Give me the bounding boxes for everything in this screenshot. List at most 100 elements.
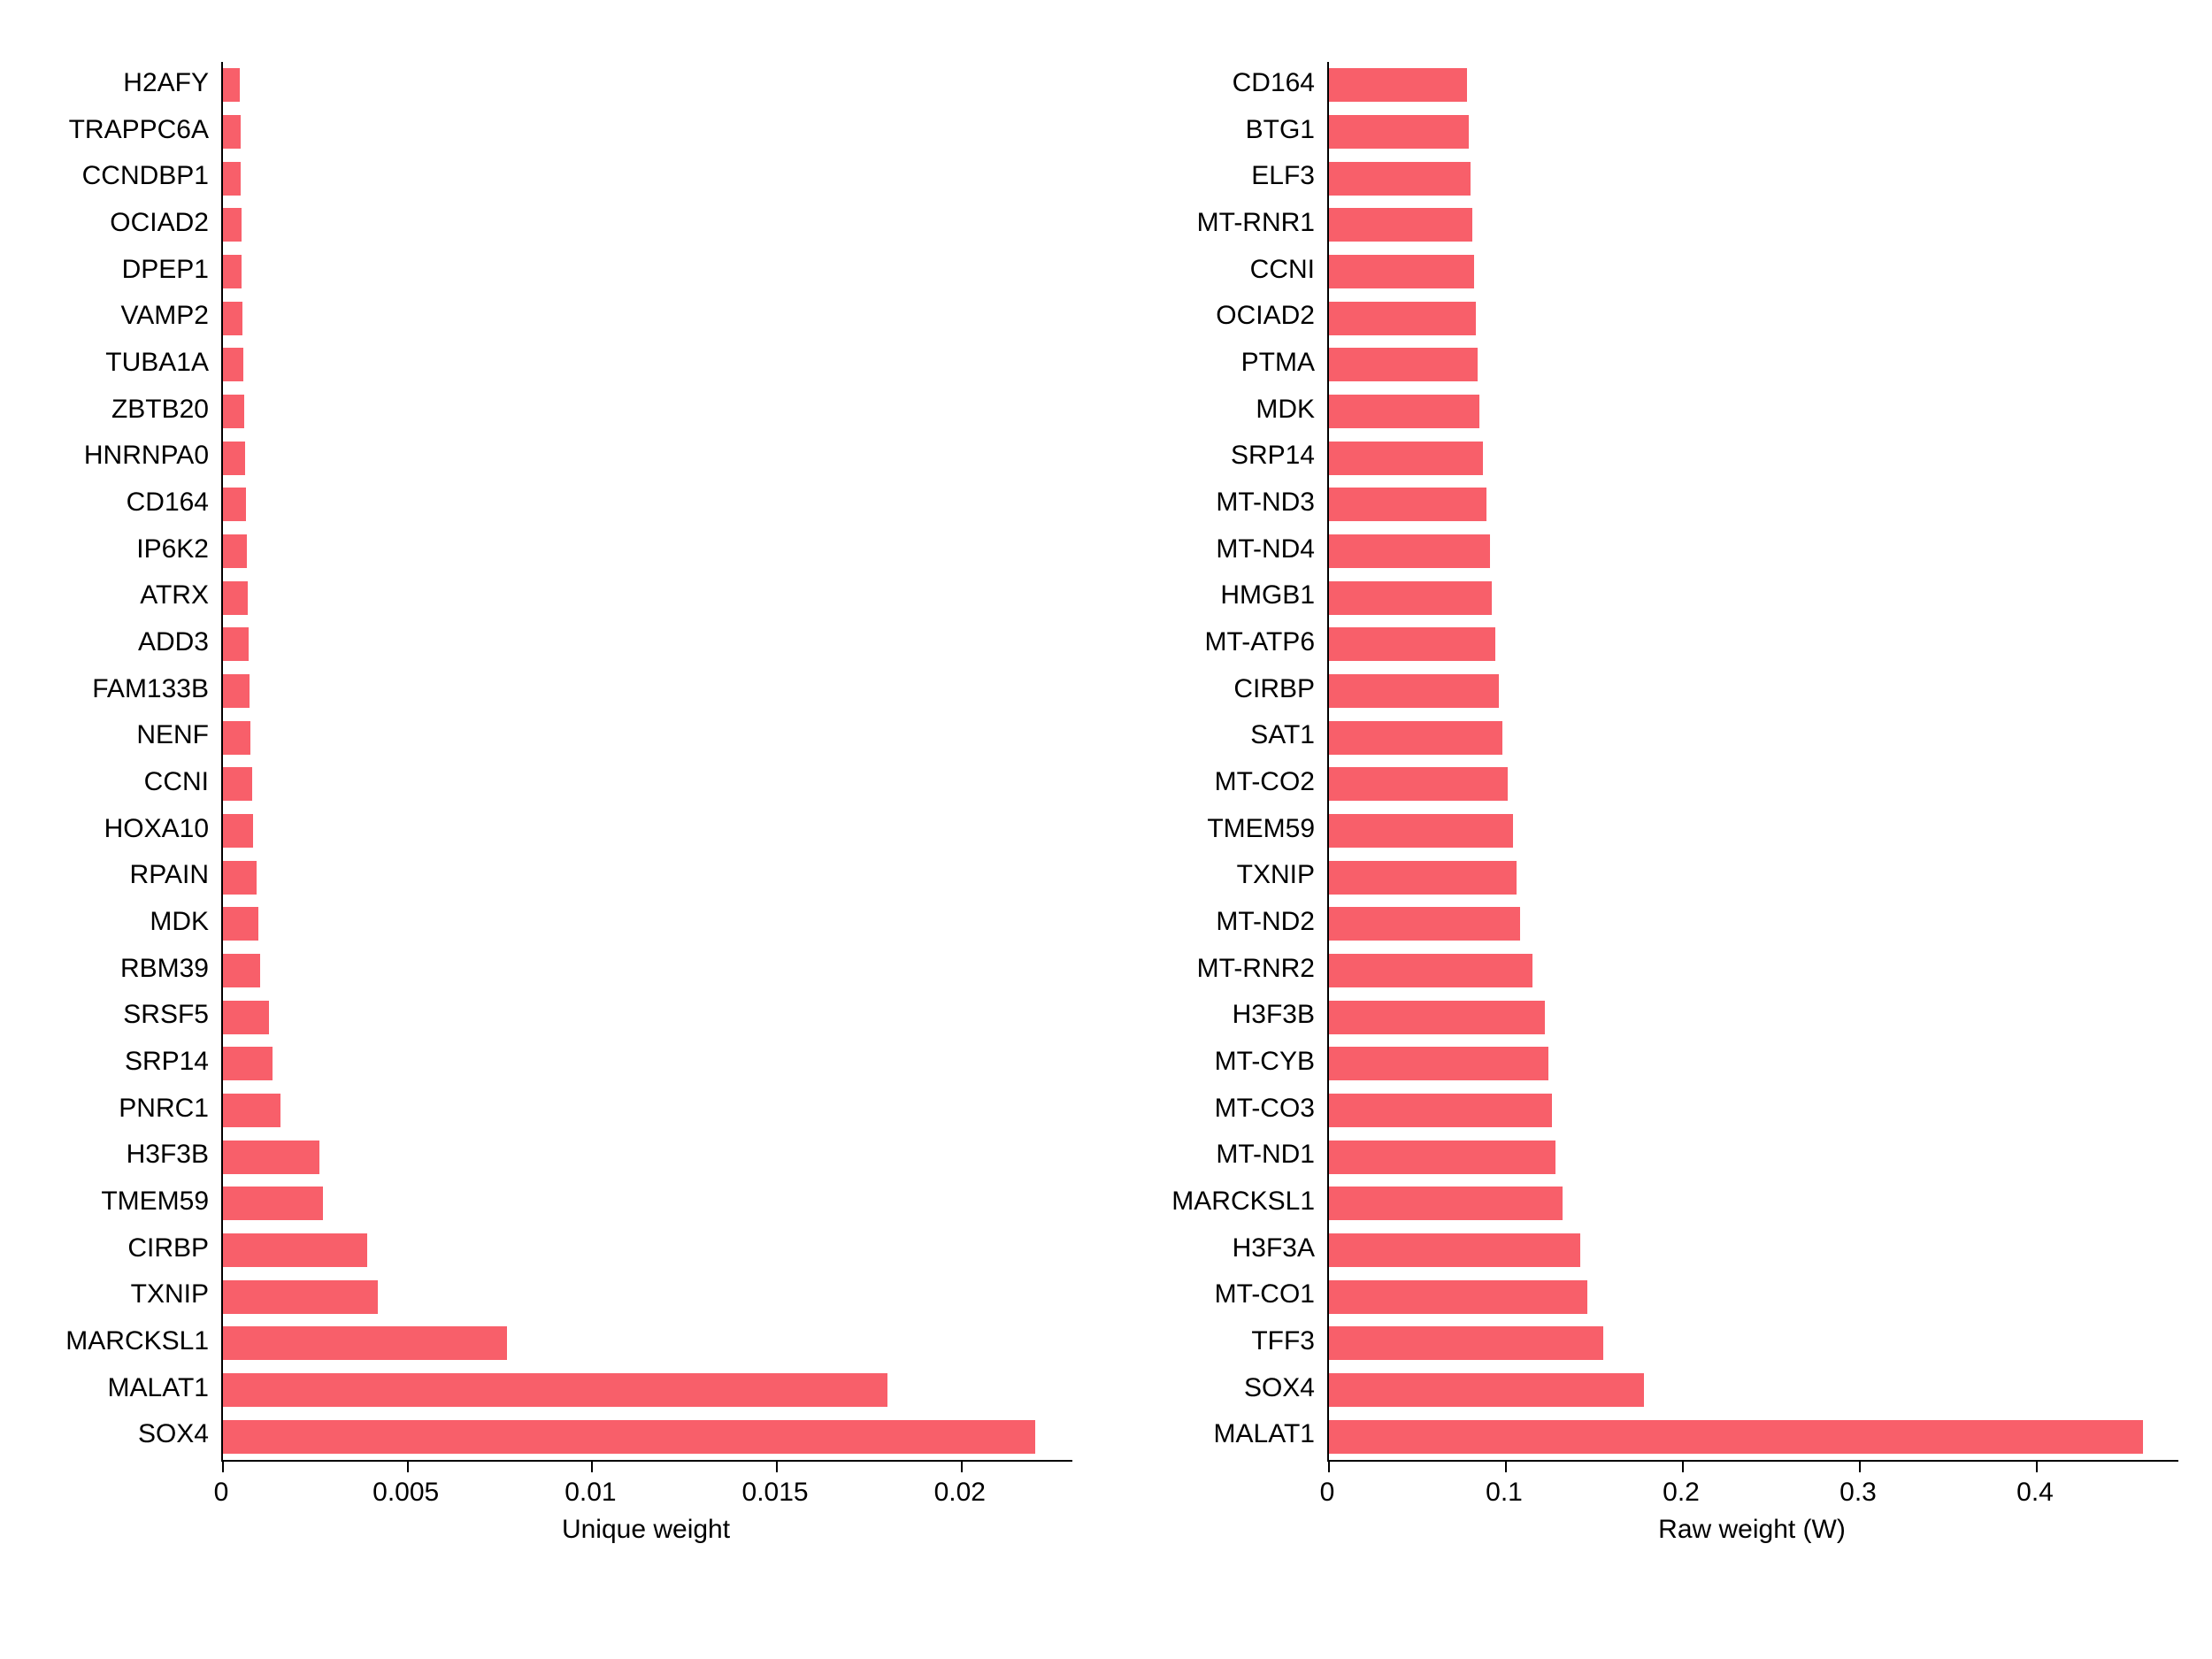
y-tick-label: MARCKSL1 [27,1326,209,1356]
bar [223,674,250,708]
bar [1329,721,1502,755]
y-tick-label: ADD3 [27,627,209,657]
y-tick-label: MARCKSL1 [1133,1187,1315,1217]
x-tick-mark [961,1460,963,1472]
y-tick-label: TFF3 [1133,1326,1315,1356]
bar [1329,1326,1603,1360]
bar [1329,208,1472,242]
x-tick-mark [407,1460,409,1472]
x-tick-mark [776,1460,778,1472]
y-tick-label: MT-ATP6 [1133,627,1315,657]
bar [1329,488,1486,521]
y-tick-label: MT-CO1 [1133,1279,1315,1310]
bar [223,302,242,335]
x-tick-label: 0.2 [1663,1478,1700,1508]
y-tick-label: H3F3B [1133,1000,1315,1030]
bar [1329,395,1479,428]
y-tick-label: OCIAD2 [1133,301,1315,331]
y-tick-label: ATRX [27,580,209,611]
bar [1329,255,1474,288]
bar [223,395,244,428]
y-tick-label: MALAT1 [1133,1419,1315,1449]
y-tick-label: CD164 [27,488,209,518]
bar [223,348,243,381]
y-tick-label: IP6K2 [27,534,209,565]
bar [1329,1094,1552,1127]
y-tick-label: BTG1 [1133,115,1315,145]
right-plot-area [1327,62,2178,1462]
y-tick-label: MT-ND3 [1133,488,1315,518]
y-tick-label: SOX4 [27,1419,209,1449]
y-tick-label: NENF [27,720,209,750]
bar [1329,861,1517,895]
bar [1329,1141,1555,1174]
y-tick-label: TUBA1A [27,348,209,378]
bar [223,721,250,755]
y-tick-label: FAM133B [27,674,209,704]
bar [223,255,242,288]
bar [1329,302,1476,335]
y-tick-label: MT-RNR2 [1133,954,1315,984]
y-tick-label: CIRBP [1133,674,1315,704]
bar [223,581,248,615]
bar [223,1047,273,1080]
bar [1329,1187,1563,1220]
y-tick-label: PNRC1 [27,1094,209,1124]
y-tick-label: MT-ND4 [1133,534,1315,565]
bar [1329,1233,1580,1267]
right-x-axis-label: Raw weight (W) [1658,1515,1846,1545]
bar [223,1373,887,1407]
x-tick-label: 0 [214,1478,229,1508]
bar [223,1001,269,1034]
bar [223,1094,280,1127]
bar [223,208,242,242]
y-tick-label: TRAPPC6A [27,115,209,145]
y-tick-label: SAT1 [1133,720,1315,750]
y-tick-label: SOX4 [1133,1373,1315,1403]
y-tick-label: CIRBP [27,1233,209,1263]
bar [223,954,260,987]
x-tick-label: 0 [1320,1478,1335,1508]
bar [223,68,240,102]
y-tick-label: CD164 [1133,68,1315,98]
bar [223,1420,1035,1454]
left-panel: Unique weight H2AFYTRAPPC6ACCNDBP1OCIAD2… [27,62,1079,1566]
bar [223,442,245,475]
bar [1329,907,1520,941]
y-tick-label: PTMA [1133,348,1315,378]
y-tick-label: MT-CO3 [1133,1094,1315,1124]
y-tick-label: ZBTB20 [27,395,209,425]
x-tick-label: 0.005 [373,1478,439,1508]
y-tick-label: MT-CO2 [1133,767,1315,797]
y-tick-label: TMEM59 [27,1187,209,1217]
y-tick-label: MDK [1133,395,1315,425]
x-tick-mark [2036,1460,2038,1472]
bar [1329,1047,1548,1080]
bar [223,1280,378,1314]
y-tick-label: OCIAD2 [27,208,209,238]
bar [1329,767,1508,801]
x-tick-mark [222,1460,224,1472]
y-tick-label: H2AFY [27,68,209,98]
y-tick-label: H3F3B [27,1140,209,1170]
y-tick-label: HNRNPA0 [27,441,209,471]
y-tick-label: HOXA10 [27,814,209,844]
bar [223,162,241,196]
x-tick-mark [1682,1460,1684,1472]
y-tick-label: CCNI [1133,255,1315,285]
y-tick-label: TMEM59 [1133,814,1315,844]
left-x-axis-label: Unique weight [562,1515,730,1545]
y-tick-label: TXNIP [1133,860,1315,890]
x-tick-label: 0.01 [565,1478,616,1508]
y-tick-label: RBM39 [27,954,209,984]
x-tick-mark [591,1460,593,1472]
y-tick-label: MT-ND1 [1133,1140,1315,1170]
chart-stage: Unique weight H2AFYTRAPPC6ACCNDBP1OCIAD2… [0,0,2212,1659]
x-tick-label: 0.015 [742,1478,809,1508]
bar [1329,68,1467,102]
bar [223,115,241,149]
bar [223,1141,319,1174]
y-tick-label: HMGB1 [1133,580,1315,611]
x-tick-label: 0.3 [1839,1478,1877,1508]
bar [1329,115,1469,149]
